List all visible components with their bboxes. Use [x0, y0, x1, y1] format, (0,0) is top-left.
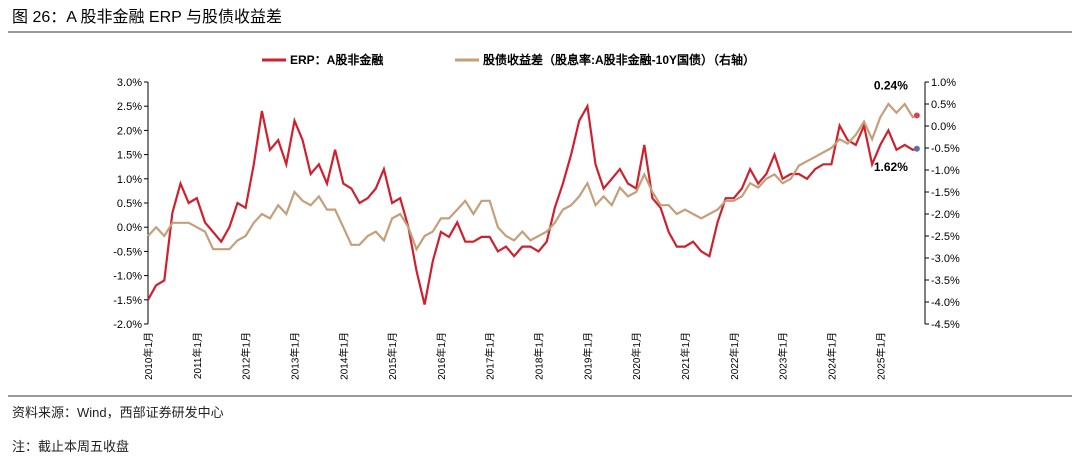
y2-tick-label: -0.5%	[931, 143, 960, 155]
end-marker	[913, 145, 920, 152]
y-tick-label: 2.0%	[117, 125, 142, 137]
x-tick-label: 2011年1月	[191, 332, 204, 379]
y2-tick-label: 1.0%	[931, 77, 956, 89]
y-tick-label: 0.5%	[117, 198, 142, 210]
x-tick-label: 2019年1月	[581, 332, 594, 380]
y2-tick-label: -2.0%	[931, 209, 960, 221]
y2-tick-label: -3.0%	[931, 253, 960, 265]
end-marker	[913, 112, 920, 119]
y-tick-label: -2.0%	[113, 319, 142, 331]
y2-tick-label: -2.5%	[931, 231, 960, 243]
x-tick-label: 2017年1月	[484, 332, 497, 380]
series-line	[147, 102, 918, 305]
y2-tick-label: 0.0%	[931, 121, 956, 133]
y-tick-label: 1.0%	[117, 174, 142, 186]
y-tick-label: -1.0%	[113, 271, 142, 283]
chart-title: 图 26：A 股非金融 ERP 与股债收益差	[12, 8, 282, 26]
annotation: 0.24%	[874, 78, 908, 92]
y2-tick-label: 0.5%	[931, 99, 956, 111]
y-tick-label: 0.0%	[117, 222, 142, 234]
legend-label: ERP：A股非金融	[290, 52, 383, 67]
note: 注：截止本周五收盘	[12, 439, 129, 454]
x-tick-label: 2014年1月	[337, 332, 350, 380]
x-tick-label: 2024年1月	[825, 332, 838, 380]
x-tick-label: 2016年1月	[435, 332, 448, 380]
x-tick-label: 2013年1月	[288, 332, 301, 380]
x-tick-label: 2015年1月	[386, 332, 399, 380]
x-tick-label: 2022年1月	[728, 332, 741, 380]
y2-tick-label: -4.5%	[931, 319, 960, 331]
y2-tick-label: -1.0%	[931, 165, 960, 177]
annotation: 1.62%	[874, 160, 908, 174]
y-tick-label: -1.5%	[113, 295, 142, 307]
y-tick-label: -0.5%	[113, 246, 142, 258]
x-tick-label: 2010年1月	[142, 332, 155, 380]
series-line	[147, 102, 918, 252]
x-tick-label: 2012年1月	[240, 332, 253, 380]
y2-tick-label: -4.0%	[931, 297, 960, 309]
y-tick-label: 2.5%	[117, 101, 142, 113]
legend-label: 股债收益差（股息率:A股非金融-10Y国债）（右轴）	[483, 52, 755, 67]
x-tick-label: 2018年1月	[533, 332, 546, 380]
x-tick-label: 2025年1月	[874, 332, 887, 380]
y2-tick-label: -3.5%	[931, 275, 960, 287]
source: 资料来源：Wind，西部证券研发中心	[12, 405, 224, 420]
x-tick-label: 2023年1月	[777, 332, 790, 380]
y-tick-label: 1.5%	[117, 150, 142, 162]
y-tick-label: 3.0%	[117, 77, 142, 89]
x-tick-label: 2021年1月	[679, 332, 692, 380]
y2-tick-label: -1.5%	[931, 187, 960, 199]
x-tick-label: 2020年1月	[630, 332, 643, 380]
